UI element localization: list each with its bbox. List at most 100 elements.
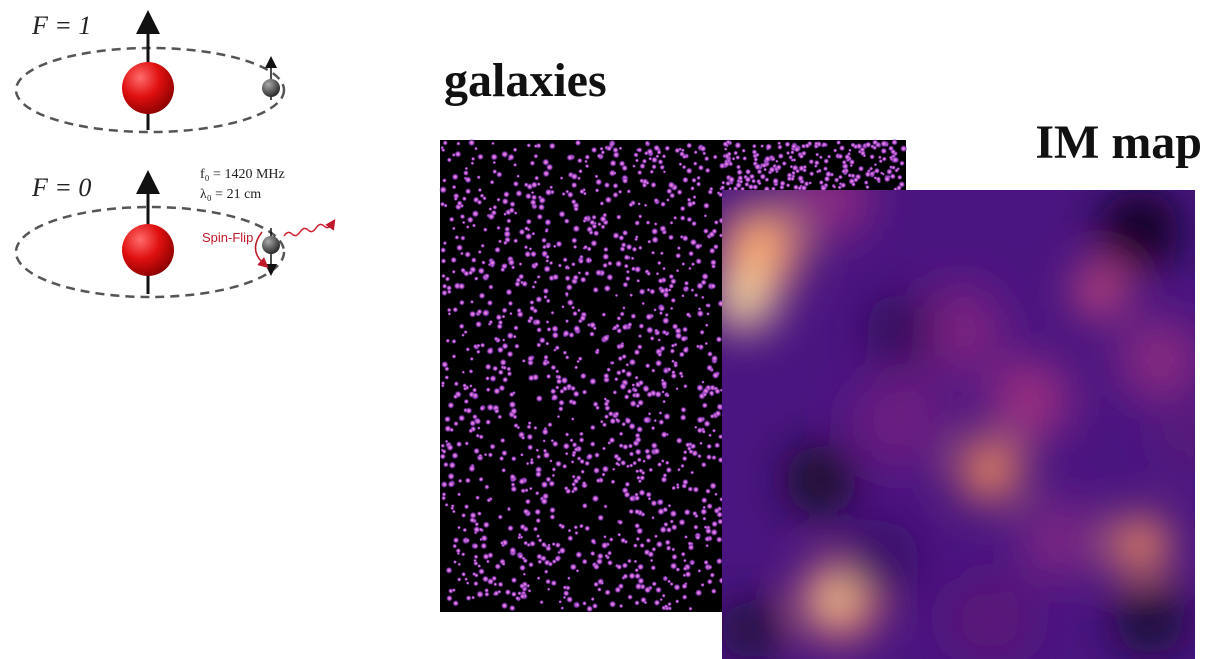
galaxy bbox=[662, 317, 670, 325]
galaxy bbox=[657, 499, 664, 506]
galaxy bbox=[638, 334, 642, 338]
galaxy bbox=[564, 292, 569, 297]
galaxy bbox=[685, 286, 690, 291]
galaxy bbox=[664, 145, 670, 151]
galaxy bbox=[590, 441, 596, 447]
galaxy bbox=[606, 367, 611, 372]
galaxy bbox=[752, 144, 757, 149]
galaxy bbox=[515, 190, 523, 198]
galaxy bbox=[573, 525, 578, 530]
galaxy bbox=[498, 514, 504, 520]
galaxy bbox=[529, 160, 535, 166]
galaxy bbox=[558, 399, 565, 406]
galaxy bbox=[808, 159, 814, 165]
galaxy bbox=[597, 153, 602, 158]
galaxy bbox=[518, 478, 525, 485]
galaxy bbox=[571, 400, 577, 406]
galaxy bbox=[663, 413, 671, 421]
galaxy bbox=[571, 460, 575, 464]
galaxy bbox=[690, 471, 694, 475]
galaxy bbox=[590, 424, 596, 430]
galaxy bbox=[446, 285, 452, 291]
galaxy bbox=[653, 198, 658, 203]
galaxy bbox=[680, 464, 685, 469]
galaxy bbox=[710, 259, 717, 266]
galaxy bbox=[563, 590, 570, 597]
galaxy bbox=[525, 498, 531, 504]
galaxy bbox=[457, 492, 461, 496]
galaxy bbox=[447, 308, 452, 313]
galaxy bbox=[673, 363, 678, 368]
galaxy bbox=[476, 590, 484, 598]
galaxy bbox=[494, 408, 500, 414]
galaxy bbox=[454, 197, 458, 201]
galaxy bbox=[802, 168, 807, 173]
galaxy bbox=[651, 164, 657, 170]
galaxy bbox=[537, 275, 541, 279]
galaxy bbox=[888, 145, 894, 151]
galaxy bbox=[653, 308, 657, 312]
galaxy bbox=[516, 308, 522, 314]
galaxy bbox=[471, 596, 475, 600]
galaxy bbox=[612, 390, 617, 395]
galaxy bbox=[691, 262, 695, 266]
galaxy bbox=[590, 538, 596, 544]
galaxy bbox=[819, 180, 825, 186]
galaxy bbox=[629, 400, 637, 408]
galaxy bbox=[621, 354, 627, 360]
galaxy bbox=[468, 139, 476, 147]
galaxy bbox=[777, 144, 783, 150]
galaxy bbox=[659, 225, 667, 233]
galaxy bbox=[546, 320, 550, 324]
galaxy bbox=[523, 508, 530, 515]
galaxy bbox=[696, 181, 702, 187]
galaxy bbox=[595, 188, 600, 193]
galaxy bbox=[705, 488, 711, 494]
galaxy bbox=[676, 485, 680, 489]
galaxy bbox=[590, 551, 596, 557]
galaxy bbox=[513, 423, 519, 429]
galaxy bbox=[452, 173, 459, 180]
galaxy bbox=[671, 343, 676, 348]
galaxy bbox=[502, 338, 506, 342]
galaxy bbox=[708, 433, 712, 437]
galaxy bbox=[636, 279, 640, 283]
galaxy bbox=[536, 327, 542, 333]
galaxy bbox=[620, 537, 626, 543]
galaxy bbox=[608, 411, 614, 417]
galaxy bbox=[627, 388, 633, 394]
galaxy bbox=[707, 565, 712, 570]
galaxy bbox=[526, 433, 533, 440]
galaxy bbox=[651, 156, 658, 163]
galaxy bbox=[470, 357, 474, 361]
galaxy bbox=[582, 503, 588, 509]
galaxy bbox=[480, 244, 485, 249]
galaxy bbox=[453, 394, 458, 399]
galaxy bbox=[621, 242, 627, 248]
galaxy bbox=[549, 261, 554, 266]
galaxy bbox=[623, 254, 630, 261]
galaxy bbox=[519, 564, 526, 571]
galaxy bbox=[619, 146, 623, 150]
galaxy bbox=[639, 288, 646, 295]
galaxy bbox=[567, 535, 574, 542]
galaxy bbox=[784, 141, 790, 147]
galaxy bbox=[524, 251, 531, 258]
galaxy bbox=[858, 165, 865, 172]
galaxy bbox=[661, 431, 668, 438]
galaxy bbox=[453, 560, 457, 564]
galaxy bbox=[615, 418, 619, 422]
galaxy bbox=[519, 583, 525, 589]
galaxy bbox=[666, 545, 672, 551]
galaxy bbox=[529, 247, 533, 251]
state-label: F = 1 bbox=[31, 11, 91, 40]
galaxy bbox=[509, 474, 516, 481]
galaxy bbox=[550, 580, 557, 587]
galaxy bbox=[535, 448, 539, 452]
galaxy bbox=[853, 177, 859, 183]
galaxy bbox=[456, 141, 461, 146]
galaxy bbox=[577, 456, 582, 461]
galaxy bbox=[644, 586, 652, 594]
galaxy bbox=[460, 252, 464, 256]
galaxy bbox=[452, 600, 459, 607]
